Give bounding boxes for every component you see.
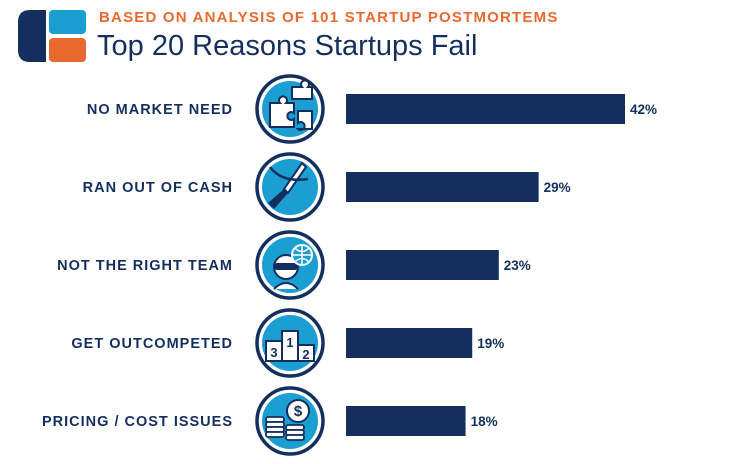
logo-bottom-right-block bbox=[49, 38, 86, 62]
category-label: GET OUTCOMPETED bbox=[71, 336, 233, 352]
bar bbox=[346, 406, 466, 436]
coins-icon: $ bbox=[255, 386, 325, 456]
category-label: NOT THE RIGHT TEAM bbox=[57, 258, 233, 274]
chart-row: NOT THE RIGHT TEAM 23% bbox=[57, 230, 531, 300]
puzzle-icon bbox=[255, 74, 325, 144]
chart-row: GET OUTCOMPETED 312 19% bbox=[71, 308, 504, 378]
category-label: RAN OUT OF CASH bbox=[83, 180, 233, 196]
bar bbox=[346, 94, 625, 124]
value-label: 42% bbox=[630, 102, 657, 117]
logo-left-mark bbox=[18, 10, 46, 62]
chart-title: Top 20 Reasons Startups Fail bbox=[97, 30, 478, 62]
dollar-sign: $ bbox=[294, 403, 303, 420]
team-icon bbox=[255, 230, 325, 300]
category-label: PRICING / COST ISSUES bbox=[42, 414, 233, 430]
value-label: 18% bbox=[471, 414, 498, 429]
podium-icon: 312 bbox=[255, 308, 325, 378]
chart-subtitle: BASED ON ANALYSIS OF 101 STARTUP POSTMOR… bbox=[99, 9, 559, 26]
category-label: NO MARKET NEED bbox=[87, 102, 233, 118]
podium-number: 3 bbox=[270, 345, 277, 360]
podium-number: 1 bbox=[286, 335, 293, 350]
podium-number: 2 bbox=[302, 347, 309, 362]
knife-icon bbox=[255, 152, 325, 222]
chart-row: PRICING / COST ISSUES $18% bbox=[42, 386, 498, 456]
value-label: 23% bbox=[504, 258, 531, 273]
bar bbox=[346, 328, 473, 358]
chart-row: RAN OUT OF CASH 29% bbox=[83, 152, 571, 222]
logo-top-right-block bbox=[49, 10, 86, 34]
bar bbox=[346, 172, 539, 202]
bar bbox=[346, 250, 499, 280]
chart-row: NO MARKET NEED 42% bbox=[87, 74, 657, 144]
value-label: 19% bbox=[477, 336, 504, 351]
logo bbox=[18, 10, 86, 62]
value-label: 29% bbox=[544, 180, 571, 195]
